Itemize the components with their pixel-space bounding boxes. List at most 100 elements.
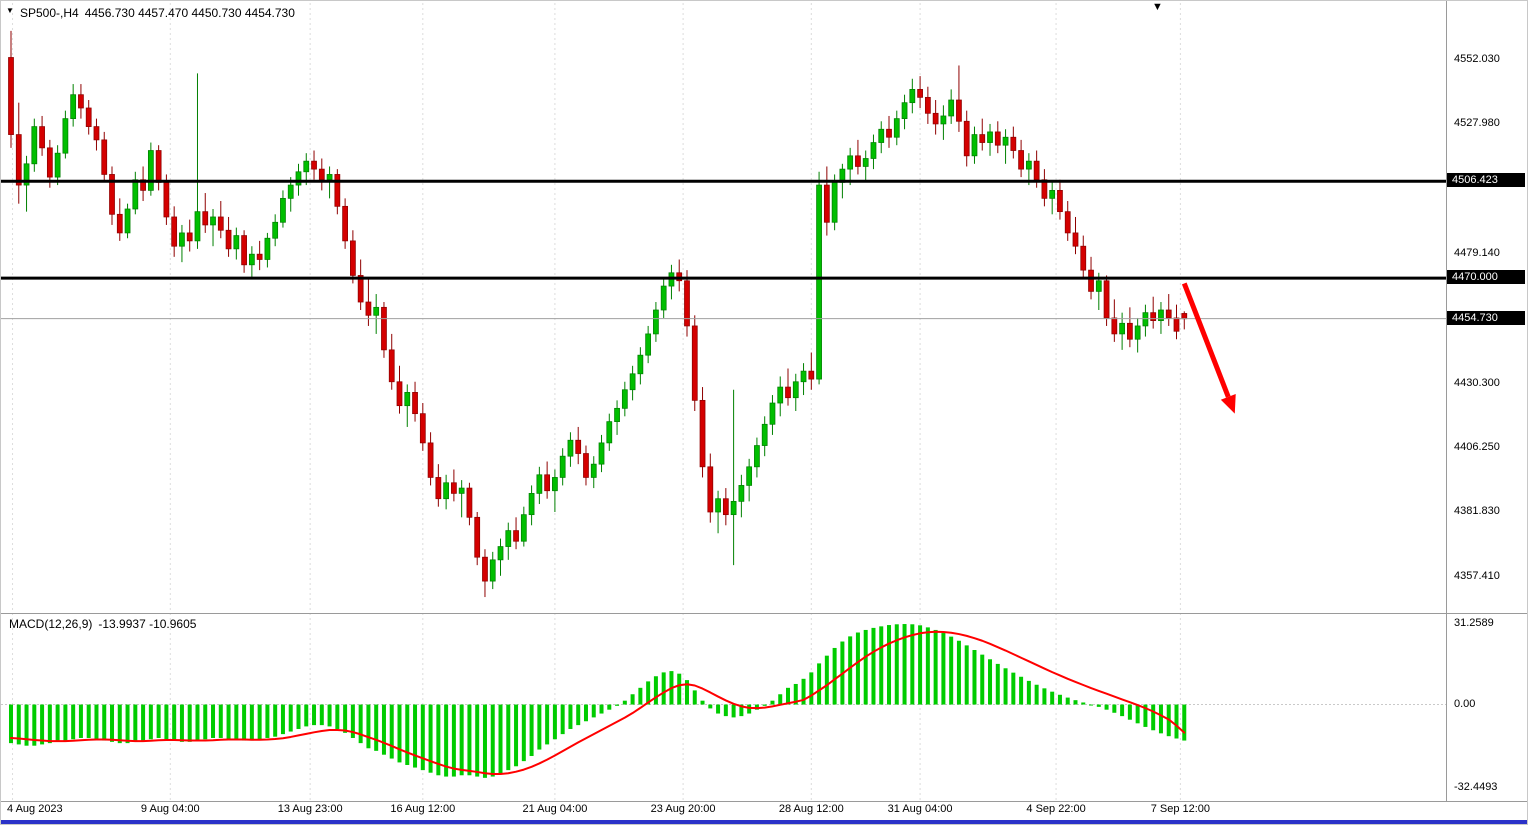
macd-histogram-bar <box>964 645 969 705</box>
candle <box>326 174 333 181</box>
candle <box>466 487 473 518</box>
candle <box>225 229 232 250</box>
candle <box>575 439 582 454</box>
candle <box>357 275 364 303</box>
macd-histogram-bar <box>444 704 449 777</box>
macd-histogram-bar <box>218 704 223 738</box>
chart-shift-marker-icon[interactable]: ▼ <box>1152 1 1163 13</box>
price-line-badge: 4470.000 <box>1447 270 1525 285</box>
macd-histogram-bar <box>793 683 798 705</box>
candle <box>520 514 527 542</box>
macd-histogram-bar <box>583 704 588 722</box>
macd-histogram-bar <box>405 704 410 765</box>
macd-histogram-bar <box>350 704 355 738</box>
macd-histogram-bar <box>879 626 884 705</box>
candle <box>746 466 753 486</box>
candle <box>994 131 1001 146</box>
macd-histogram-bar <box>1034 684 1039 705</box>
macd-histogram-bar <box>498 704 503 774</box>
candle <box>39 126 45 149</box>
candle <box>15 134 22 186</box>
macd-histogram-bar <box>894 624 899 705</box>
candle <box>971 134 978 157</box>
macd-histogram-bar <box>172 704 177 741</box>
macd-histogram-bar <box>288 704 293 732</box>
candle <box>388 349 395 383</box>
candle <box>963 120 970 157</box>
time-tick-label: 23 Aug 20:00 <box>650 803 716 815</box>
macd-histogram-bar <box>55 704 60 742</box>
candle <box>598 442 605 465</box>
candle <box>497 546 504 561</box>
candle <box>1072 232 1079 247</box>
candle <box>878 128 885 143</box>
macd-histogram-bar <box>1104 704 1109 710</box>
macd-histogram-bar <box>646 681 651 705</box>
candle <box>831 182 838 223</box>
macd-histogram-bar <box>1065 697 1070 705</box>
macd-tick-label: -32.4493 <box>1454 781 1498 793</box>
candle <box>567 439 574 457</box>
candle <box>427 442 434 478</box>
candle <box>645 333 652 356</box>
candle <box>637 354 644 375</box>
candle <box>940 115 947 125</box>
macd-histogram-bar <box>622 700 627 705</box>
candle <box>365 301 372 316</box>
macd-histogram-bar <box>1151 704 1156 731</box>
macd-histogram-bar <box>887 625 892 705</box>
time-tick-label: 28 Aug 12:00 <box>778 803 844 815</box>
macd-histogram-bar <box>739 704 744 717</box>
candle <box>171 216 178 247</box>
candle <box>684 280 690 327</box>
macd-histogram-bar <box>1135 704 1140 724</box>
candle <box>583 453 589 478</box>
macd-histogram-bar <box>506 704 511 771</box>
candle <box>1002 136 1009 146</box>
candle <box>924 96 931 114</box>
price-tick-label: 4406.250 <box>1454 440 1500 453</box>
time-tick-label: 13 Aug 23:00 <box>277 803 343 815</box>
candle <box>241 235 247 266</box>
candle <box>8 57 14 135</box>
candle <box>396 381 403 407</box>
candle <box>163 182 170 218</box>
macd-histogram-bar <box>1019 676 1024 705</box>
trend-arrow[interactable] <box>1181 282 1231 398</box>
time-axis[interactable]: 4 Aug 2023 9 Aug 04:00 13 Aug 23:00 16 Aug … <box>1 803 1446 821</box>
macd-histogram-bar <box>1127 704 1132 720</box>
time-tick-label: 16 Aug 12:00 <box>390 803 456 815</box>
macd-histogram-bar <box>778 694 783 705</box>
candle <box>893 118 900 138</box>
candle <box>606 421 613 444</box>
symbol-dropdown-triangle-icon[interactable]: ▼ <box>6 6 14 15</box>
candle <box>381 306 387 351</box>
symbol-title: SP500-,H4 4456.730 4457.470 4450.730 4454… <box>20 6 295 20</box>
candle <box>901 102 908 119</box>
macd-histogram-bar <box>40 704 45 745</box>
candle <box>886 128 892 138</box>
candle <box>147 150 154 191</box>
macd-histogram-bar <box>871 627 876 705</box>
window-bottom-edge <box>1 820 1527 824</box>
candle <box>816 184 822 380</box>
candle <box>186 232 193 242</box>
macd-histogram-bar <box>9 704 13 744</box>
candle <box>1033 160 1040 181</box>
macd-histogram-bar <box>925 627 930 705</box>
candle <box>132 179 139 210</box>
macd-histogram-bar <box>817 663 822 705</box>
macd-histogram-bar <box>389 704 394 759</box>
price-tick-label: 4357.410 <box>1454 570 1500 583</box>
candle <box>505 530 512 547</box>
candle <box>1049 190 1056 199</box>
macd-histogram-bar <box>832 647 837 705</box>
macd-histogram-bar <box>576 704 581 726</box>
macd-histogram-bar <box>265 704 270 738</box>
price-axis[interactable]: 4552.030 4527.980 4479.140 4430.300 4406.250… <box>1447 1 1527 821</box>
candle <box>1010 136 1017 151</box>
macd-histogram-bar <box>327 704 332 727</box>
candle <box>621 389 628 409</box>
candle <box>318 168 325 181</box>
